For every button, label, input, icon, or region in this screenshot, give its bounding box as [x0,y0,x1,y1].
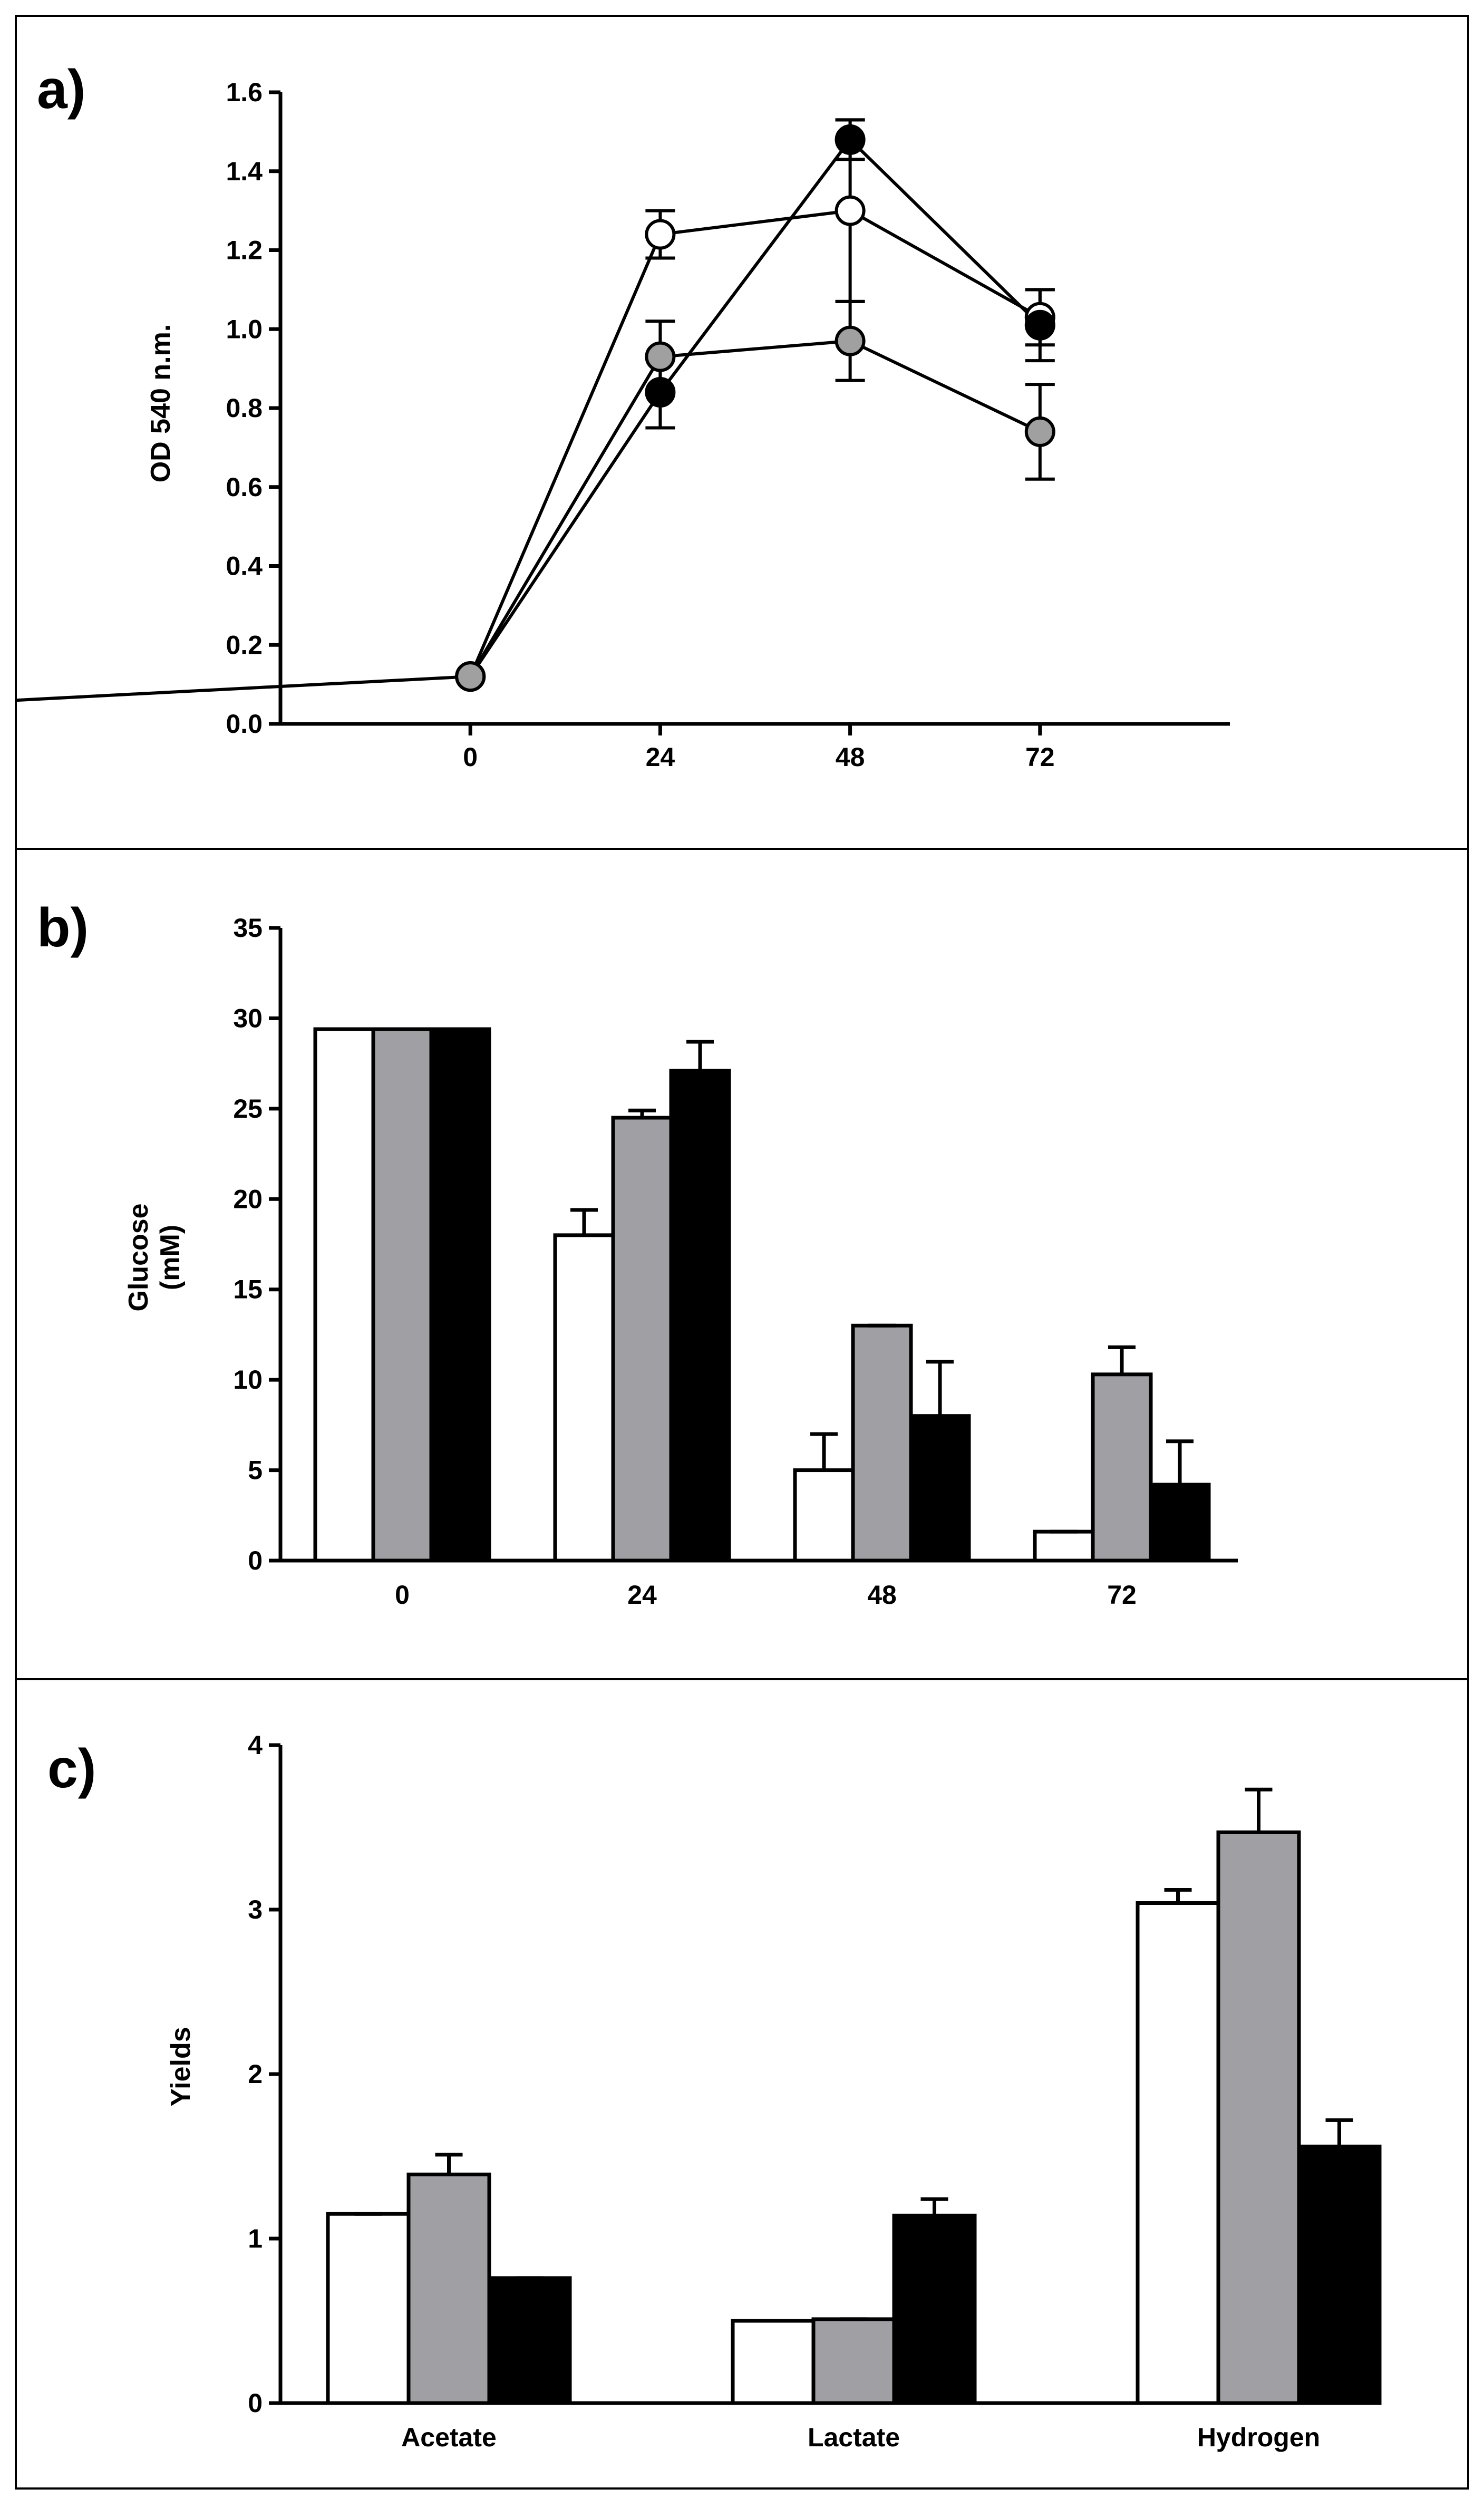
panel-b-bars [313,1027,1211,1563]
panel-c-x-tick-label: Hydrogen [1197,2423,1320,2452]
panel-c-y-tick-label: 0 [248,2388,263,2418]
panel-a-lines [16,137,1041,702]
bar-white [731,2319,816,2405]
bar-white [313,1027,375,1563]
panel-b-y-tick-label: 10 [233,1365,263,1395]
data-point-grey [1024,416,1055,447]
bar-white [1033,1529,1095,1563]
panel-c-error-bars [354,1787,1353,2323]
panel-b-axes: 0 5 10 15 20 25 30 35 0 24 48 72 [233,913,1238,1610]
data-point-white [645,219,676,250]
panel-c-bars [326,1830,1382,2405]
bar-black [1149,1483,1211,1563]
panel-b-label: b) [37,897,89,958]
panel-a-ylabel: OD 540 n.m. [146,324,176,483]
panel-a-x-tick-label: 48 [836,742,865,772]
panel-a-od-chart: a) OD 540 n.m. 0.0 0.2 0.4 0.6 0.8 1.0 1.2 1.4 1… [16,59,1230,772]
bar-black [892,2213,977,2405]
bar-black [669,1069,731,1563]
panel-b-y-tick-label: 30 [233,1003,263,1033]
panel-b-x-tick-label: 48 [867,1580,897,1610]
panel-c-yields-chart: c) Yields 0 1 2 3 4 Acetate Lactate Hydrogen [47,1730,1382,2452]
bar-white [326,2212,411,2405]
data-point-white [835,195,866,226]
panel-a-y-tick-label: 1.6 [226,78,263,107]
data-point-grey [455,661,486,692]
bar-grey [1216,1830,1301,2405]
panel-a-y-tick-label: 0.8 [226,393,263,423]
bar-grey [1091,1372,1153,1563]
bar-black [909,1414,971,1563]
series-line-white [469,209,1041,677]
panel-a-y-tick-label: 0.0 [226,709,263,739]
panel-a-x-tick-label: 72 [1025,742,1055,772]
data-point-black [645,377,676,408]
panel-b-x-tick-label: 72 [1107,1580,1137,1610]
panel-b-error-bars [331,1027,1194,1534]
panel-c-label: c) [47,1738,96,1799]
data-point-grey [645,341,676,372]
panel-a-y-tick-label: 0.4 [226,551,263,581]
panel-b-y-tick-label: 5 [248,1456,263,1485]
data-point-black [1024,309,1055,341]
bar-grey [371,1027,433,1563]
panel-b-y-tick-label: 25 [233,1094,263,1124]
panel-a-y-tick-label: 1.0 [226,314,263,344]
panel-a-y-tick-label: 0.6 [226,472,263,502]
panel-a-y-tick-label: 0.2 [226,630,263,660]
panel-a-points [455,124,1055,692]
panel-b-ylabel-line1: Glucose [123,1203,154,1311]
panel-c-y-tick-label: 3 [248,1895,263,1924]
panel-a-label: a) [37,59,85,120]
bar-grey [811,2317,896,2405]
panel-c-x-tick-label: Lactate [808,2423,900,2452]
panel-b-glucose-chart: b) Glucose (mM) 0 5 10 15 20 25 30 35 0 24 48 72 [37,897,1238,1610]
panel-a-axes: 0.0 0.2 0.4 0.6 0.8 1.0 1.2 1.4 1.6 0 24 48 72 [226,78,1230,772]
series-line-black [469,137,1041,677]
panel-b-ylabel-line2: (mM) [155,1225,186,1290]
data-point-black [835,124,866,155]
panel-c-ylabel: Yields [166,2027,196,2106]
panel-a-x-tick-label: 0 [463,742,478,772]
bar-white [553,1233,615,1563]
bar-black [1297,2144,1382,2405]
bar-white [793,1468,855,1563]
panel-a-x-tick-label: 24 [646,742,675,772]
data-point-grey [835,325,866,356]
panel-a-y-tick-label: 1.2 [226,236,263,265]
panel-b-x-tick-label: 24 [627,1580,657,1610]
panel-c-x-tick-label: Acetate [401,2423,497,2452]
panel-b-y-tick-label: 20 [233,1184,263,1214]
bar-grey [851,1323,913,1563]
panel-b-x-tick-label: 0 [395,1580,410,1610]
panel-a-lead-in-line [16,675,471,702]
panel-c-y-tick-label: 2 [248,2059,263,2089]
bar-grey [611,1116,673,1563]
panel-b-y-tick-label: 15 [233,1275,263,1304]
bar-white [1136,1901,1220,2405]
bar-black [429,1027,491,1563]
panel-b-y-tick-label: 0 [248,1546,263,1575]
panel-c-y-tick-label: 4 [248,1730,263,1760]
bar-grey [406,2172,491,2405]
series-line-grey [469,339,1041,677]
panel-c-axes: 0 1 2 3 4 Acetate Lactate Hydrogen [248,1730,1320,2452]
panel-a-y-tick-label: 1.4 [226,157,263,186]
panel-b-y-tick-label: 35 [233,913,263,943]
panel-c-y-tick-label: 1 [248,2224,263,2253]
bar-black [487,2276,572,2405]
